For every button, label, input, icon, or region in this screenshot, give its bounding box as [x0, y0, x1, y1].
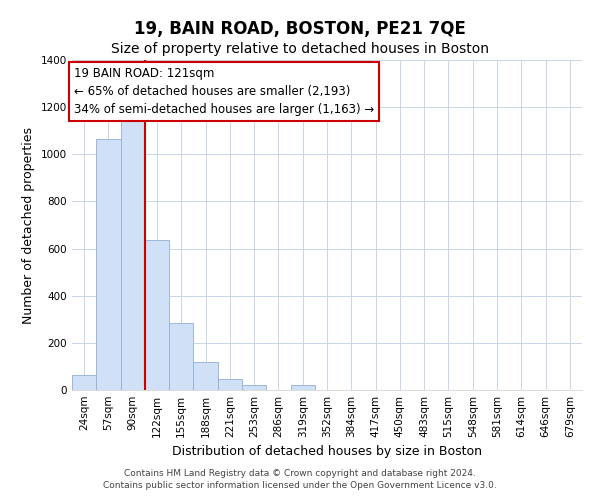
Text: 19, BAIN ROAD, BOSTON, PE21 7QE: 19, BAIN ROAD, BOSTON, PE21 7QE	[134, 20, 466, 38]
Bar	[72, 374, 96, 390]
Text: Size of property relative to detached houses in Boston: Size of property relative to detached ho…	[111, 42, 489, 56]
Bar	[96, 139, 121, 390]
Bar	[193, 362, 218, 390]
Bar	[218, 379, 242, 390]
X-axis label: Distribution of detached houses by size in Boston: Distribution of detached houses by size …	[172, 446, 482, 458]
Bar	[169, 323, 193, 390]
Bar	[242, 386, 266, 390]
Y-axis label: Number of detached properties: Number of detached properties	[22, 126, 35, 324]
Bar	[290, 386, 315, 390]
Bar	[121, 118, 145, 390]
Bar	[145, 240, 169, 390]
Text: 19 BAIN ROAD: 121sqm
← 65% of detached houses are smaller (2,193)
34% of semi-de: 19 BAIN ROAD: 121sqm ← 65% of detached h…	[74, 67, 374, 116]
Text: Contains HM Land Registry data © Crown copyright and database right 2024.
Contai: Contains HM Land Registry data © Crown c…	[103, 469, 497, 490]
